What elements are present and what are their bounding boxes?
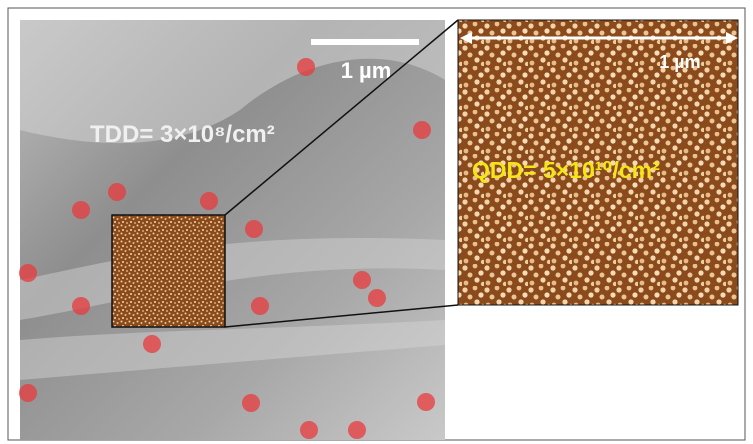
- right-panel: 1 µm QDD= 5×10¹⁰/cm²: [458, 20, 738, 305]
- marker: [242, 394, 260, 412]
- marker: [72, 297, 90, 315]
- page: 1 µm TDD= 3×10⁸/cm² 1 µm QDD= 5×10¹⁰/cm²…: [0, 0, 753, 444]
- marker: [72, 201, 90, 219]
- scale-bar-label: 1 µm: [341, 58, 392, 83]
- marker: [19, 264, 37, 282]
- figure: 1 µm TDD= 3×10⁸/cm² 1 µm QDD= 5×10¹⁰/cm²: [0, 0, 753, 444]
- marker: [19, 384, 37, 402]
- scale-bar-label: 1 µm: [659, 52, 700, 72]
- marker: [368, 289, 386, 307]
- annotation: QDD= 5×10¹⁰/cm²: [472, 157, 660, 183]
- marker: [143, 335, 161, 353]
- marker: [413, 121, 431, 139]
- scale-bar: [311, 39, 419, 45]
- annotation: TDD= 3×10⁸/cm²: [90, 121, 275, 148]
- marker: [353, 271, 371, 289]
- inset: [112, 215, 225, 327]
- marker: [348, 421, 366, 439]
- marker: [297, 58, 315, 76]
- marker: [300, 421, 318, 439]
- marker: [245, 220, 263, 238]
- marker: [200, 192, 218, 210]
- marker: [251, 297, 269, 315]
- left-panel: 1 µm TDD= 3×10⁸/cm²: [19, 20, 445, 440]
- marker: [108, 183, 126, 201]
- marker: [417, 393, 435, 411]
